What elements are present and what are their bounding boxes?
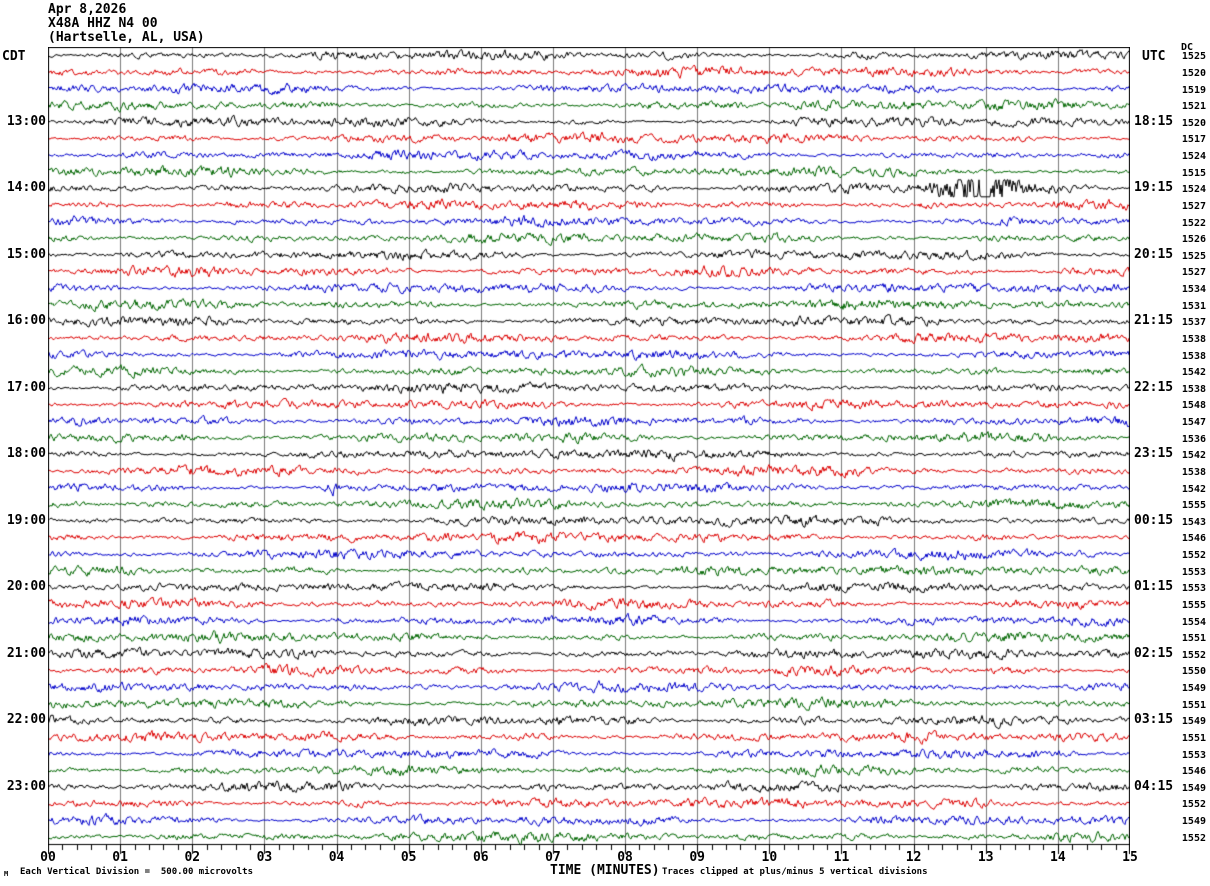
dc-value: 1555 — [1181, 500, 1206, 512]
left-time-label: 13:00 — [6, 113, 46, 129]
x-tick-label: 01 — [112, 850, 128, 865]
x-tick-label: 08 — [617, 850, 633, 865]
dc-value: 1546 — [1181, 533, 1206, 545]
dc-value: 1525 — [1181, 250, 1206, 262]
right-time-label: 03:15 — [1134, 712, 1174, 728]
left-time-label: 23:00 — [6, 778, 46, 794]
dc-value: 1542 — [1181, 483, 1206, 495]
dc-value: 1543 — [1181, 516, 1206, 528]
scale-note: Each Vertical Division = 500.00 microvol… — [20, 867, 253, 877]
left-time-label: 14:00 — [6, 180, 46, 196]
x-tick-label: 13 — [977, 850, 994, 865]
dc-value: 1531 — [1181, 300, 1206, 312]
dc-value: 1527 — [1181, 267, 1206, 279]
dc-value: 1552 — [1181, 649, 1206, 661]
dc-value: 1553 — [1181, 566, 1206, 578]
dc-value: 1542 — [1181, 367, 1206, 379]
left-time-label: 15:00 — [6, 246, 46, 262]
x-tick-label: 09 — [689, 850, 706, 865]
dc-value: 1553 — [1181, 583, 1206, 595]
dc-value: 1524 — [1181, 151, 1206, 163]
dc-value: 1524 — [1181, 184, 1206, 196]
clip-note: Traces clipped at plus/minus 5 vertical … — [662, 867, 928, 877]
x-tick-label: 15 — [1122, 850, 1138, 865]
dc-value: 1522 — [1181, 217, 1206, 229]
x-tick-label: 03 — [256, 850, 273, 865]
dc-value: 1525 — [1181, 51, 1206, 63]
x-tick-label: 00 — [40, 850, 56, 865]
dc-value: 1517 — [1181, 134, 1206, 146]
dc-value: 1549 — [1181, 683, 1206, 695]
left-time-label: 21:00 — [6, 645, 46, 661]
dc-value: 1527 — [1181, 200, 1206, 212]
x-tick-label: 10 — [761, 850, 778, 865]
right-axis-header-utc: UTC — [1142, 49, 1166, 64]
dc-value: 1548 — [1181, 400, 1206, 412]
left-time-label: 18:00 — [6, 446, 46, 462]
left-time-label: 16:00 — [6, 313, 46, 329]
dc-value: 1526 — [1181, 234, 1206, 246]
left-time-label: 19:00 — [6, 512, 46, 528]
dc-value: 1538 — [1181, 383, 1206, 395]
dc-value: 1549 — [1181, 782, 1206, 794]
left-time-label: 22:00 — [6, 712, 46, 728]
x-tick-label: 12 — [905, 850, 922, 865]
corner-mark: M — [4, 870, 9, 878]
left-time-label: 17:00 — [6, 379, 46, 395]
dc-value: 1550 — [1181, 666, 1206, 678]
dc-value: 1519 — [1181, 84, 1206, 96]
x-tick-label: 14 — [1050, 850, 1066, 865]
right-time-label: 23:15 — [1134, 446, 1174, 462]
x-tick-label: 04 — [328, 850, 345, 865]
dc-value: 1551 — [1181, 633, 1206, 645]
right-time-label: 21:15 — [1134, 313, 1174, 329]
seismogram-canvas — [48, 47, 1130, 859]
x-tick-label: 05 — [400, 850, 417, 865]
dc-value: 1551 — [1181, 732, 1206, 744]
right-time-label: 20:15 — [1134, 246, 1174, 262]
dc-value: 1547 — [1181, 417, 1206, 429]
dc-value: 1546 — [1181, 766, 1206, 778]
dc-value: 1554 — [1181, 616, 1206, 628]
x-tick-label: 11 — [833, 850, 850, 865]
dc-value: 1515 — [1181, 167, 1206, 179]
dc-value: 1520 — [1181, 67, 1206, 79]
dc-value: 1551 — [1181, 699, 1206, 711]
dc-value: 1552 — [1181, 550, 1206, 562]
time-axis-title: TIME (MINUTES) — [550, 863, 660, 878]
left-axis-header-cdt: CDT — [2, 49, 26, 64]
x-tick-label: 02 — [184, 850, 201, 865]
right-time-label: 19:15 — [1134, 180, 1174, 196]
dc-value: 1555 — [1181, 599, 1206, 611]
left-time-label: 20:00 — [6, 579, 46, 595]
right-time-label: 04:15 — [1134, 778, 1174, 794]
dc-column-header: DC — [1181, 42, 1194, 53]
dc-value: 1520 — [1181, 117, 1206, 129]
dc-value: 1534 — [1181, 284, 1206, 296]
right-time-label: 00:15 — [1134, 512, 1174, 528]
x-tick-label: 06 — [472, 850, 489, 865]
dc-value: 1549 — [1181, 716, 1206, 728]
dc-value: 1537 — [1181, 317, 1206, 329]
right-time-label: 02:15 — [1134, 645, 1174, 661]
title-date: Apr 8,2026 — [48, 2, 127, 17]
dc-value: 1538 — [1181, 350, 1206, 362]
title-station: X48A HHZ N4 00 — [48, 16, 158, 31]
dc-value: 1552 — [1181, 799, 1206, 811]
right-time-label: 22:15 — [1134, 379, 1174, 395]
dc-value: 1553 — [1181, 749, 1206, 761]
dc-value: 1521 — [1181, 101, 1206, 113]
dc-value: 1549 — [1181, 816, 1206, 828]
dc-value: 1538 — [1181, 333, 1206, 345]
x-tick-label: 07 — [545, 850, 561, 865]
dc-value: 1542 — [1181, 450, 1206, 462]
dc-value: 1552 — [1181, 832, 1206, 844]
right-time-label: 18:15 — [1134, 113, 1174, 129]
dc-value: 1538 — [1181, 466, 1206, 478]
right-time-label: 01:15 — [1134, 579, 1174, 595]
title-location: (Hartselle, AL, USA) — [48, 30, 205, 45]
dc-value: 1536 — [1181, 433, 1206, 445]
